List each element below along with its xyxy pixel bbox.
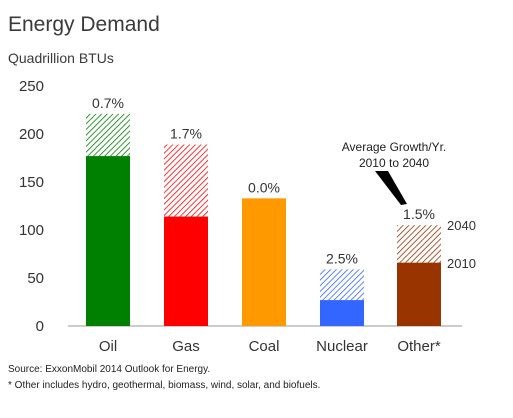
- category-label: Gas: [172, 338, 200, 355]
- bar-gas-2040-growth: [164, 144, 208, 217]
- footnote: * Other includes hydro, geothermal, biom…: [8, 380, 320, 391]
- growth-label: 1.7%: [170, 126, 202, 142]
- y-tick-label: 200: [19, 126, 44, 143]
- bar-gas-2010: [164, 216, 208, 326]
- bars: [86, 113, 441, 326]
- chart-title: Energy Demand: [8, 13, 160, 36]
- growth-label: 0.7%: [92, 95, 124, 111]
- y-tick-label: 0: [36, 318, 44, 335]
- legend-label-2040: 2040: [447, 218, 476, 233]
- bar-other-2010: [397, 262, 441, 326]
- y-axis: 0 50 100 150 200 250: [19, 78, 44, 335]
- annotation-line-1: Average Growth/Yr.: [342, 140, 447, 154]
- annotation-pointer: [375, 171, 407, 205]
- growth-labels: 0.7% 1.7% 0.0% 2.5% 1.5%: [92, 95, 435, 267]
- growth-label: 1.5%: [403, 206, 435, 222]
- y-tick-label: 100: [19, 222, 44, 239]
- legend-label-2010: 2010: [447, 256, 476, 271]
- y-tick-label: 250: [19, 78, 44, 95]
- bar-nuclear-2010: [320, 300, 364, 326]
- growth-label: 2.5%: [326, 250, 358, 266]
- y-tick-label: 150: [19, 174, 44, 191]
- bar-nuclear-2040-growth: [320, 269, 364, 301]
- category-label: Nuclear: [316, 338, 368, 355]
- source-note: Source: ExxonMobil 2014 Outlook for Ener…: [8, 364, 210, 375]
- bar-other-2040-growth: [397, 225, 441, 263]
- bar-oil-2010: [86, 156, 130, 326]
- bar-coal-2010: [242, 198, 286, 326]
- bar-oil-2040-growth: [86, 113, 130, 157]
- chart-subtitle: Quadrillion BTUs: [8, 50, 114, 66]
- growth-label: 0.0%: [248, 179, 280, 195]
- category-label: Coal: [249, 338, 280, 355]
- annotation-line-2: 2010 to 2040: [359, 156, 429, 170]
- category-labels: Oil Gas Coal Nuclear Other*: [99, 338, 441, 355]
- y-tick-label: 50: [27, 270, 44, 287]
- category-label: Oil: [99, 338, 117, 355]
- category-label: Other*: [397, 338, 441, 355]
